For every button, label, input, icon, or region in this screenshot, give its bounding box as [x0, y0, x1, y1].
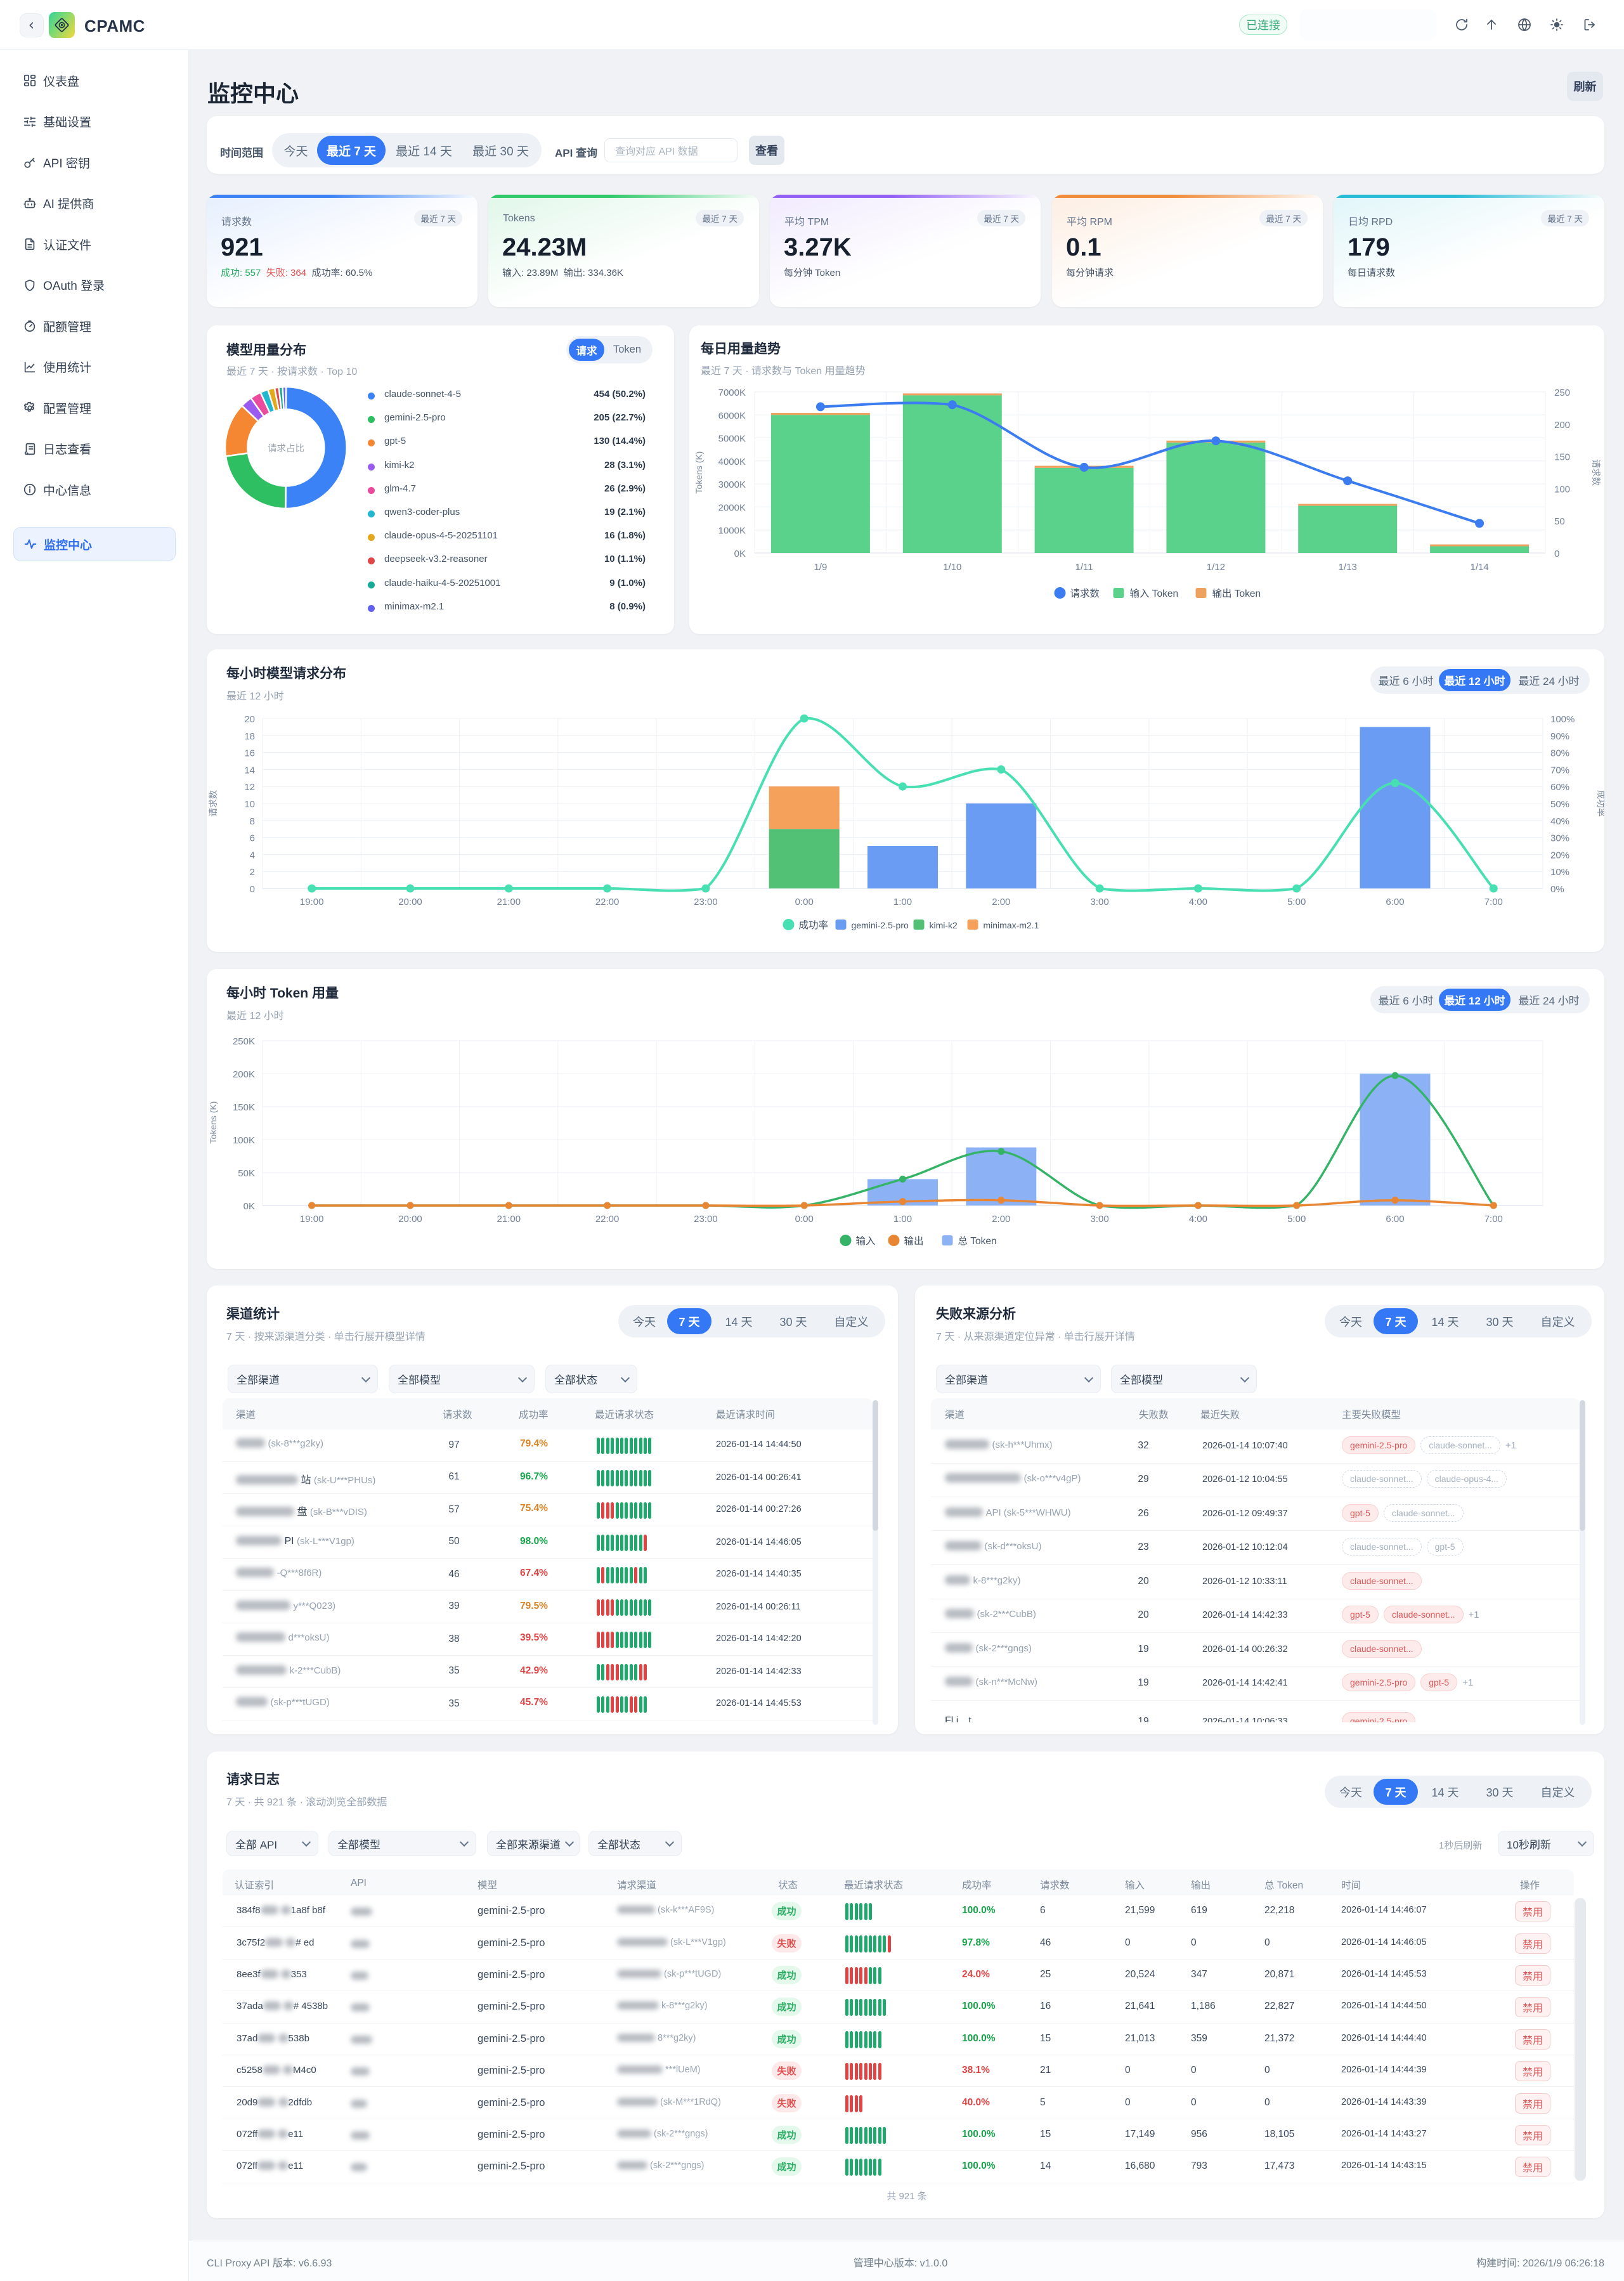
svg-text:3:00: 3:00 — [1090, 1214, 1108, 1225]
svg-text:100: 100 — [1554, 484, 1570, 495]
svg-text:6:00: 6:00 — [1386, 1214, 1404, 1225]
svg-text:0: 0 — [250, 884, 255, 895]
svg-text:7:00: 7:00 — [1484, 897, 1503, 907]
svg-text:1:00: 1:00 — [893, 1214, 912, 1225]
svg-text:5:00: 5:00 — [1287, 897, 1306, 907]
svg-text:输入 Token: 输入 Token — [1130, 588, 1179, 599]
svg-text:1000K: 1000K — [718, 526, 746, 536]
svg-text:50%: 50% — [1550, 799, 1569, 810]
svg-text:10: 10 — [244, 799, 255, 810]
svg-text:80%: 80% — [1550, 748, 1569, 759]
svg-text:23:00: 23:00 — [694, 897, 718, 907]
svg-text:20%: 20% — [1550, 850, 1569, 861]
svg-text:100K: 100K — [233, 1135, 255, 1146]
svg-text:请求数: 请求数 — [1591, 459, 1601, 486]
svg-text:3:00: 3:00 — [1090, 897, 1108, 907]
svg-text:4:00: 4:00 — [1189, 897, 1207, 907]
svg-text:50K: 50K — [238, 1168, 255, 1179]
svg-text:16: 16 — [244, 748, 255, 759]
svg-text:1/13: 1/13 — [1339, 562, 1357, 573]
svg-text:5:00: 5:00 — [1287, 1214, 1306, 1225]
svg-text:100%: 100% — [1550, 714, 1575, 725]
svg-text:22:00: 22:00 — [595, 897, 620, 907]
svg-text:1/10: 1/10 — [943, 562, 961, 573]
svg-text:8: 8 — [250, 816, 255, 827]
svg-text:输出: 输出 — [904, 1235, 924, 1247]
svg-text:7:00: 7:00 — [1484, 1214, 1503, 1225]
svg-text:0%: 0% — [1550, 884, 1564, 895]
svg-text:请求数: 请求数 — [1070, 588, 1100, 599]
svg-text:21:00: 21:00 — [497, 1214, 521, 1225]
svg-text:5000K: 5000K — [718, 434, 746, 445]
svg-text:10%: 10% — [1550, 867, 1569, 878]
svg-text:minimax-m2.1: minimax-m2.1 — [984, 920, 1039, 930]
svg-text:1/11: 1/11 — [1075, 562, 1093, 573]
svg-text:0K: 0K — [244, 1201, 255, 1212]
svg-text:19:00: 19:00 — [300, 1214, 324, 1225]
svg-text:20: 20 — [244, 714, 255, 725]
svg-text:0K: 0K — [734, 549, 746, 559]
svg-text:0:00: 0:00 — [795, 1214, 814, 1225]
svg-text:14: 14 — [244, 765, 255, 776]
svg-text:成功率: 成功率 — [1596, 790, 1604, 817]
svg-text:70%: 70% — [1550, 765, 1569, 776]
svg-text:1/12: 1/12 — [1207, 562, 1225, 573]
svg-text:30%: 30% — [1550, 833, 1569, 844]
svg-text:40%: 40% — [1550, 816, 1569, 827]
svg-text:3000K: 3000K — [718, 479, 746, 490]
svg-text:12: 12 — [244, 782, 255, 793]
svg-text:0:00: 0:00 — [795, 897, 814, 907]
svg-text:输出 Token: 输出 Token — [1212, 588, 1261, 599]
svg-text:Tokens (K): Tokens (K) — [694, 452, 704, 494]
svg-text:2000K: 2000K — [718, 502, 746, 513]
svg-text:请求占比: 请求占比 — [268, 443, 304, 454]
svg-text:150: 150 — [1554, 452, 1570, 463]
svg-text:90%: 90% — [1550, 731, 1569, 742]
svg-text:20:00: 20:00 — [398, 897, 422, 907]
svg-text:gemini-2.5-pro: gemini-2.5-pro — [852, 920, 909, 930]
svg-text:200K: 200K — [233, 1069, 255, 1080]
svg-text:请求数: 请求数 — [208, 790, 218, 817]
svg-text:kimi-k2: kimi-k2 — [930, 920, 958, 930]
svg-text:19:00: 19:00 — [300, 897, 324, 907]
svg-text:18: 18 — [244, 731, 255, 742]
svg-text:0: 0 — [1554, 549, 1559, 559]
svg-text:23:00: 23:00 — [694, 1214, 718, 1225]
svg-text:150K: 150K — [233, 1102, 255, 1113]
svg-text:6: 6 — [250, 833, 255, 844]
svg-text:22:00: 22:00 — [595, 1214, 620, 1225]
svg-text:250: 250 — [1554, 387, 1570, 398]
svg-text:1/9: 1/9 — [814, 562, 827, 573]
svg-text:4000K: 4000K — [718, 457, 746, 467]
svg-text:20:00: 20:00 — [398, 1214, 422, 1225]
svg-text:250K: 250K — [233, 1036, 255, 1047]
svg-text:总 Token: 总 Token — [958, 1235, 997, 1247]
svg-text:2:00: 2:00 — [992, 897, 1010, 907]
svg-text:4:00: 4:00 — [1189, 1214, 1207, 1225]
svg-text:2: 2 — [250, 867, 255, 878]
svg-text:2:00: 2:00 — [992, 1214, 1010, 1225]
svg-text:21:00: 21:00 — [497, 897, 521, 907]
svg-text:输入: 输入 — [856, 1235, 876, 1247]
svg-text:6:00: 6:00 — [1386, 897, 1404, 907]
svg-text:1:00: 1:00 — [893, 897, 912, 907]
svg-text:6000K: 6000K — [718, 410, 746, 421]
svg-text:1/14: 1/14 — [1470, 562, 1488, 573]
svg-text:50: 50 — [1554, 516, 1565, 527]
svg-text:7000K: 7000K — [718, 387, 746, 398]
svg-text:4: 4 — [250, 850, 255, 861]
svg-text:成功率: 成功率 — [799, 920, 829, 931]
svg-text:Tokens (K): Tokens (K) — [208, 1102, 218, 1144]
svg-text:60%: 60% — [1550, 782, 1569, 793]
svg-text:200: 200 — [1554, 420, 1570, 431]
